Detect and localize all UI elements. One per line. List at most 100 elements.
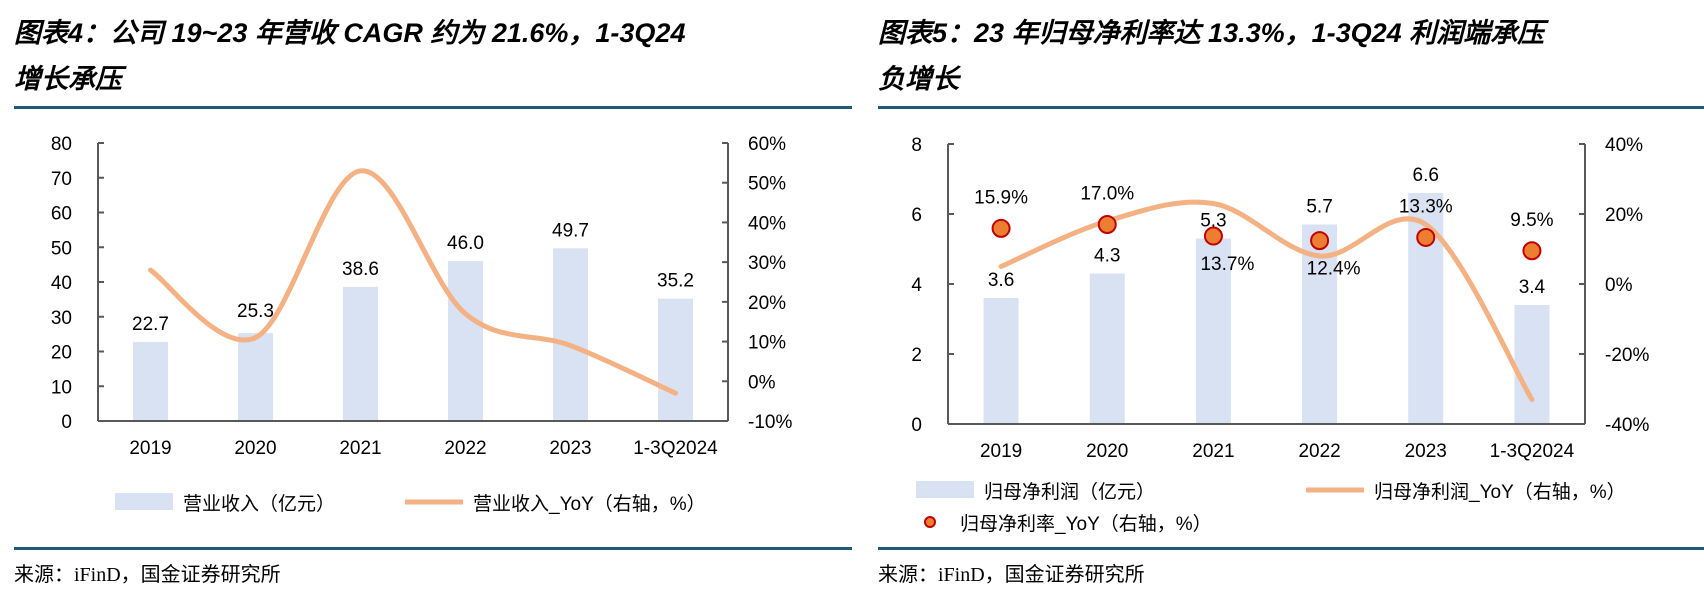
- right-axis-tick-label: 0%: [1605, 275, 1633, 296]
- left-axis-tick-label: 60: [51, 204, 72, 225]
- chart-title-line1: 图表5：23 年归母净利率达 13.3%，1-3Q24 利润端承压: [878, 18, 1545, 48]
- chart-title-line1: 图表4：公司 19~23 年营收 CAGR 约为 21.6%，1-3Q24: [14, 18, 686, 48]
- right-axis-tick-label: 0%: [748, 372, 776, 393]
- bar-data-label: 25.3: [237, 301, 274, 322]
- left-axis-tick-label: 0: [61, 412, 72, 433]
- source-note: 来源：iFinD，国金证券研究所: [878, 564, 1145, 586]
- bar-data-label: 6.6: [1413, 165, 1439, 186]
- net-profit-chart: 0 2 4 6 8 -40% -20% 0% 20% 40% 2019 2020 2021 2022 202…: [911, 135, 1649, 535]
- x-axis-tick-label: 2022: [1298, 441, 1340, 462]
- x-axis-tick-label: 2020: [234, 438, 276, 459]
- bar: [1408, 193, 1444, 424]
- right-axis-tick-label: 60%: [748, 134, 786, 155]
- bar: [448, 261, 483, 421]
- legend-label: 营业收入（亿元）: [183, 493, 335, 515]
- yoy-line: [998, 199, 1535, 402]
- net-margin-dot: [1522, 241, 1542, 261]
- right-axis-tick-label: -10%: [748, 412, 792, 433]
- legend-bar-swatch: [916, 481, 974, 498]
- right-axis-tick-label: 30%: [748, 253, 786, 274]
- bar-data-label: 3.4: [1519, 277, 1546, 298]
- left-axis-tick-label: 80: [51, 134, 72, 155]
- source-note: 来源：iFinD，国金证券研究所: [14, 564, 281, 586]
- chart-panel-revenue: 图表4：公司 19~23 年营收 CAGR 约为 21.6%，1-3Q24 增长…: [14, 10, 852, 586]
- x-axis-tick-label: 2022: [444, 438, 486, 459]
- right-axis-tick-label: 40%: [748, 213, 786, 234]
- left-axis-tick-label: 70: [51, 169, 72, 190]
- revenue-chart: 0 10 20 30 40 50 60 70 80 -10% 0% 10% 20% 30% 40% 50% 60…: [51, 134, 793, 515]
- left-axis-tick-label: 4: [911, 275, 922, 296]
- bar-data-label: 4.3: [1094, 246, 1120, 267]
- footer-divider: [14, 547, 852, 550]
- x-axis-tick-label: 2019: [129, 438, 171, 459]
- right-axis-tick-label: -40%: [1605, 415, 1649, 436]
- right-axis-tick-label: 40%: [1605, 135, 1643, 156]
- legend-bar-swatch: [115, 493, 173, 510]
- chart-title-line2: 增长承压: [14, 64, 122, 94]
- legend-label: 归母净利率_YoY（右轴，%）: [960, 513, 1212, 535]
- net-margin-data-label: 13.7%: [1200, 254, 1254, 275]
- x-axis-tick-label: 2021: [1192, 441, 1234, 462]
- footer-divider: [878, 547, 1704, 550]
- bar: [1089, 273, 1125, 424]
- right-axis-tick-label: -20%: [1605, 345, 1649, 366]
- bar-data-label: 5.3: [1200, 211, 1226, 232]
- bar-data-label: 3.6: [988, 270, 1014, 291]
- title-divider: [14, 106, 852, 109]
- x-axis-tick-label: 2020: [1086, 441, 1128, 462]
- left-axis-tick-label: 6: [911, 205, 922, 226]
- right-axis-tick-label: 20%: [748, 293, 786, 314]
- bar: [238, 333, 273, 421]
- left-axis-tick-label: 20: [51, 343, 72, 364]
- bar: [343, 286, 378, 421]
- legend-label: 营业收入_YoY（右轴，%）: [473, 493, 706, 515]
- right-axis-tick-label: 50%: [748, 174, 786, 195]
- bar-data-label: 35.2: [657, 271, 694, 292]
- x-axis-tick-label: 2023: [549, 438, 591, 459]
- chart-panel-net-profit: 图表5：23 年归母净利率达 13.3%，1-3Q24 利润端承压 负增长 0 2…: [878, 0, 1704, 593]
- net-margin-data-label: 17.0%: [1080, 184, 1134, 205]
- bar: [1514, 305, 1550, 424]
- x-axis-tick-label: 2021: [339, 438, 381, 459]
- x-axis-tick-label: 2019: [980, 441, 1022, 462]
- bar-data-label: 5.7: [1306, 197, 1332, 218]
- chart-title: 图表4：公司 19~23 年营收 CAGR 约为 21.6%，1-3Q24 增长…: [14, 10, 834, 102]
- bar: [553, 248, 588, 421]
- yoy-line: [148, 168, 678, 396]
- right-axis-tick-label: 10%: [748, 333, 786, 354]
- net-margin-dot: [1310, 231, 1330, 251]
- bar-data-label: 46.0: [447, 233, 484, 254]
- bar-data-label: 38.6: [342, 259, 379, 280]
- bar-data-label: 49.7: [552, 220, 589, 241]
- net-margin-dot: [991, 218, 1011, 238]
- left-axis-tick-label: 2: [911, 345, 922, 366]
- chart-title-line2: 负增长: [878, 64, 959, 94]
- bar: [133, 342, 168, 421]
- left-axis-tick-label: 40: [51, 273, 72, 294]
- bar: [1195, 238, 1231, 424]
- left-axis-tick-label: 30: [51, 308, 72, 329]
- net-margin-data-label: 15.9%: [974, 187, 1028, 208]
- legend-label: 归母净利润_YoY（右轴，%）: [1374, 481, 1626, 503]
- title-divider: [878, 106, 1704, 109]
- net-margin-data-label: 13.3%: [1399, 196, 1453, 217]
- x-axis-tick-label: 1-3Q2024: [1490, 441, 1575, 462]
- left-axis-tick-label: 0: [911, 415, 922, 436]
- right-axis-tick-label: 20%: [1605, 205, 1643, 226]
- legend-label: 归母净利润（亿元）: [984, 481, 1155, 503]
- left-axis-tick-label: 50: [51, 238, 72, 259]
- bar: [658, 298, 693, 421]
- left-axis-tick-label: 10: [51, 377, 72, 398]
- x-axis-tick-label: 1-3Q2024: [633, 438, 718, 459]
- left-axis-tick-label: 8: [911, 135, 922, 156]
- bar-data-label: 22.7: [132, 314, 169, 335]
- net-margin-data-label: 9.5%: [1510, 210, 1553, 231]
- bar: [983, 298, 1019, 424]
- net-margin-dot: [1097, 215, 1117, 234]
- net-margin-dot: [1203, 226, 1223, 246]
- net-margin-dot: [1416, 227, 1436, 247]
- net-margin-data-label: 12.4%: [1307, 259, 1361, 280]
- chart-title: 图表5：23 年归母净利率达 13.3%，1-3Q24 利润端承压 负增长: [878, 10, 1698, 102]
- legend-dot-swatch: [924, 516, 936, 528]
- x-axis-tick-label: 2023: [1405, 441, 1447, 462]
